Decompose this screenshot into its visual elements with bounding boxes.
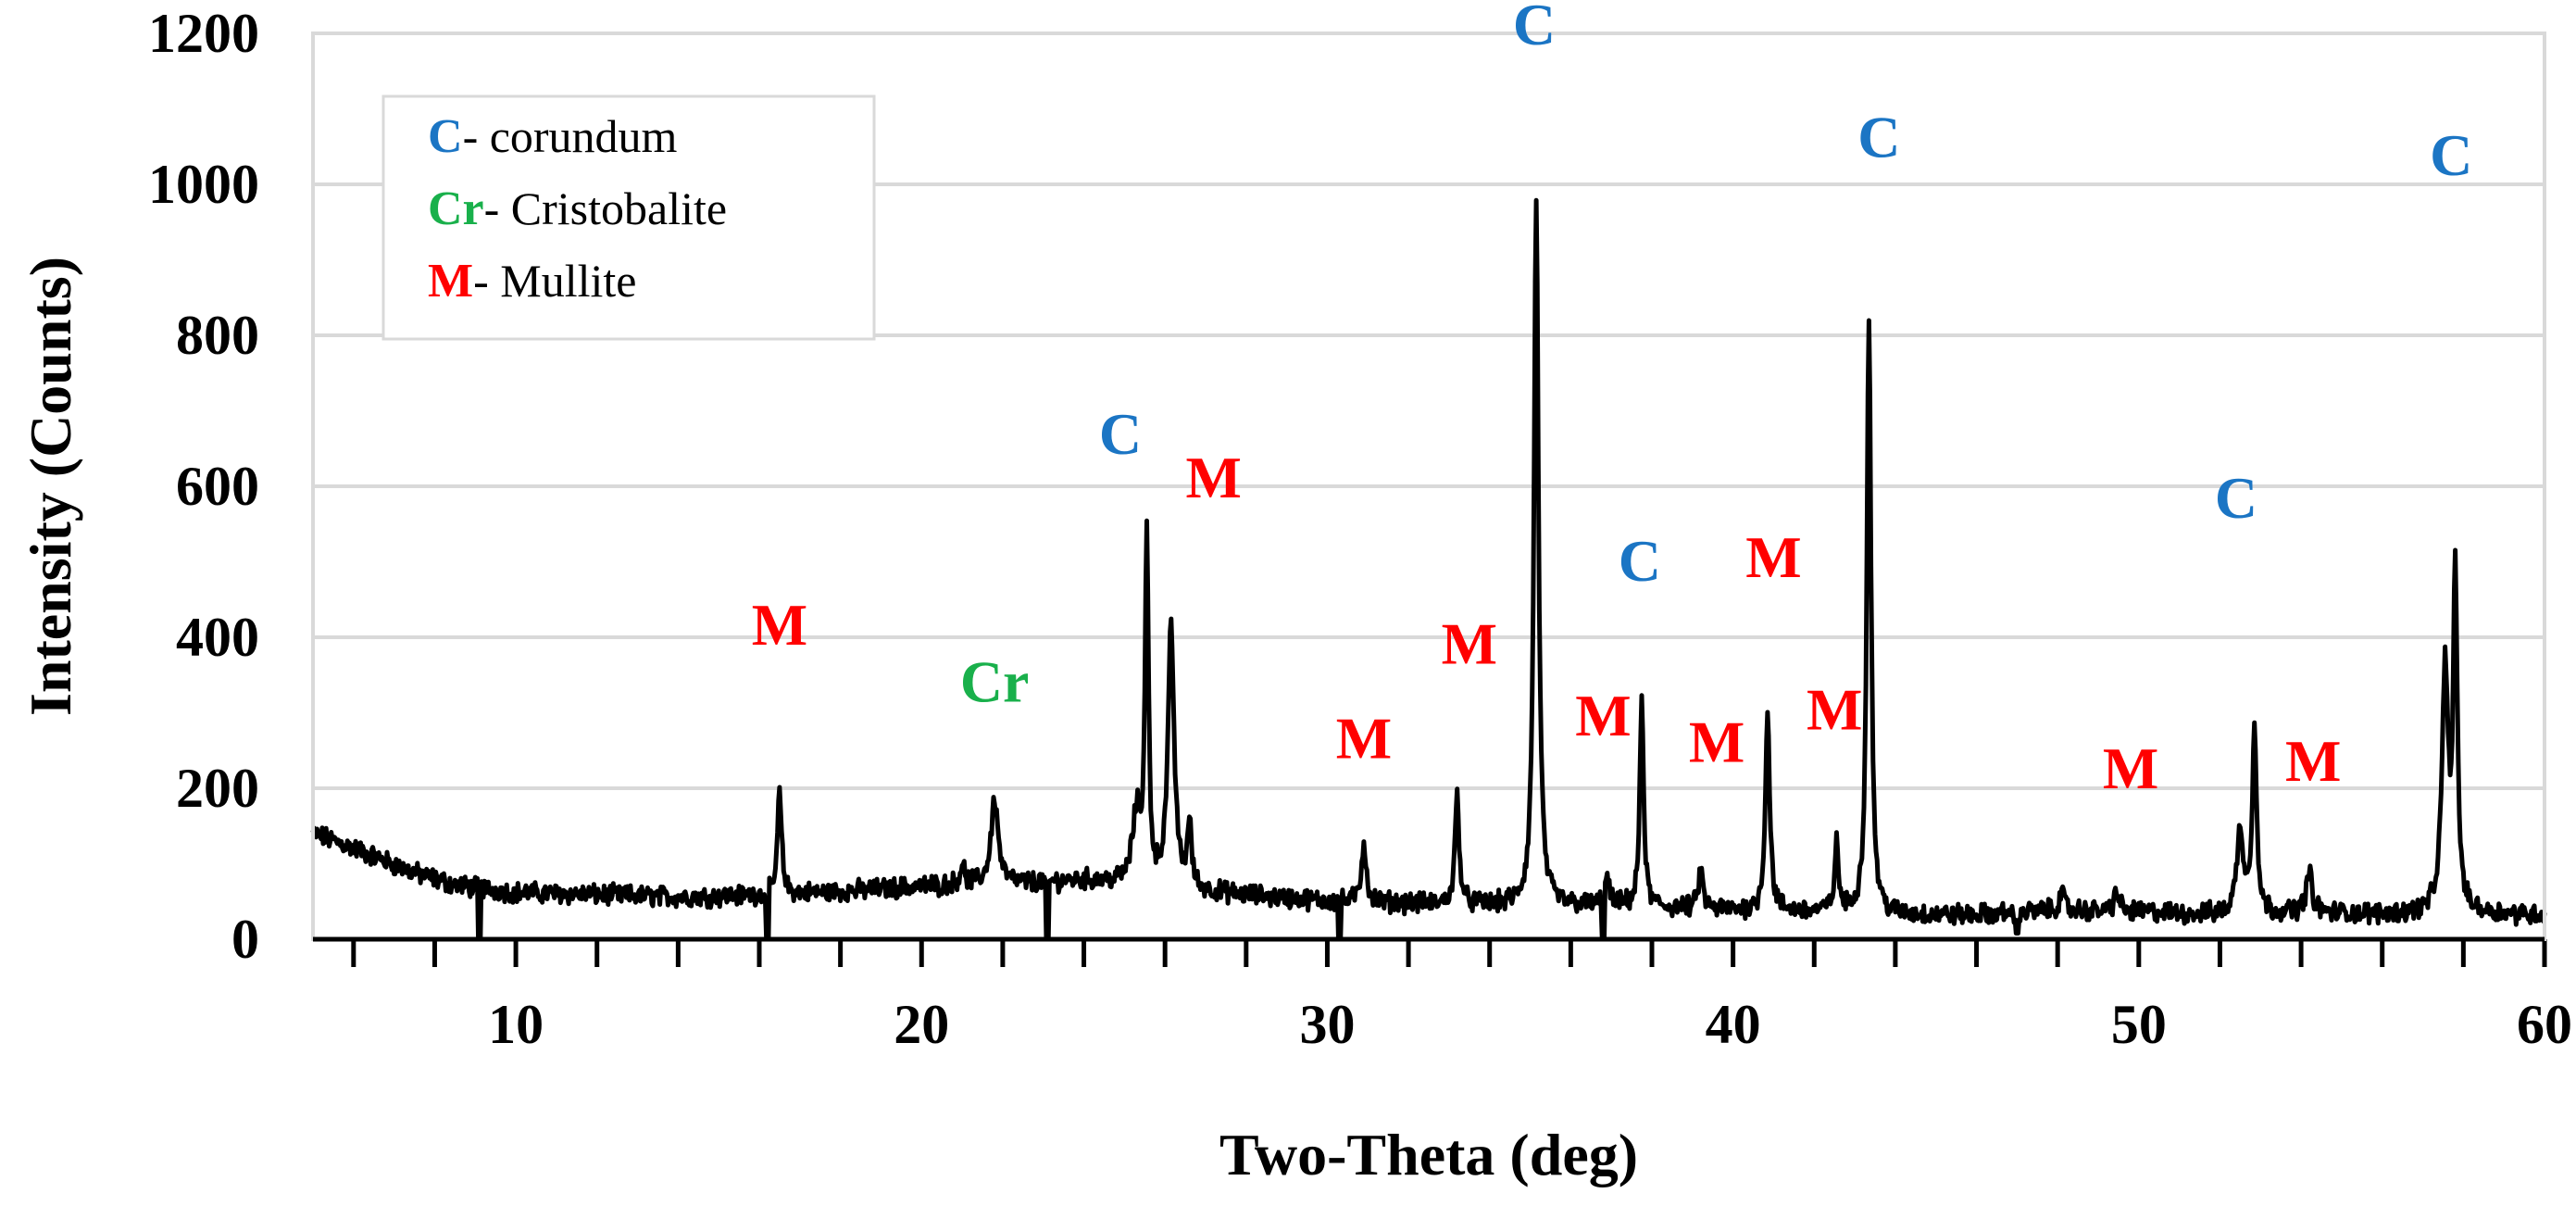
x-tick-label: 60: [2517, 994, 2572, 1055]
legend-entry: C- corundum: [428, 110, 678, 163]
peak-label-m: M: [1689, 709, 1744, 774]
legend-entry: M- Mullite: [428, 255, 636, 308]
peak-label-c: C: [2215, 465, 2257, 531]
peak-label-c: C: [1099, 401, 1142, 467]
peak-label-m: M: [1575, 683, 1631, 748]
y-tick-label: 1000: [148, 154, 259, 215]
plot-frame: [311, 31, 2546, 942]
peak-label-c: C: [1619, 528, 1661, 594]
x-tick-label: 10: [488, 994, 544, 1055]
peak-label-m: M: [1807, 676, 1862, 742]
legend-label: - Cristobalite: [484, 182, 727, 234]
peak-label-c: C: [1857, 105, 1900, 170]
peak-label-m: M: [1336, 705, 1392, 771]
x-tick-label: 20: [894, 994, 949, 1055]
peak-label-c: C: [1513, 0, 1556, 57]
legend-key: Cr: [428, 182, 484, 235]
legend-box: [381, 94, 876, 341]
x-tick-label: 50: [2111, 994, 2167, 1055]
y-tick-label: 400: [176, 607, 259, 668]
peak-label-m: M: [2103, 735, 2158, 801]
y-tick-label: 200: [176, 758, 259, 819]
peak-label-m: M: [752, 592, 807, 658]
x-axis-title: Two-Theta (deg): [1219, 1122, 1638, 1187]
peak-label-m: M: [1186, 445, 1242, 510]
x-tick-label: 30: [1299, 994, 1355, 1055]
y-tick-label: 0: [231, 909, 259, 970]
peak-label-m: M: [1442, 611, 1497, 677]
legend-entry: Cr- Cristobalite: [428, 182, 727, 235]
peak-label-m: M: [1745, 524, 1801, 590]
legend-key: C: [428, 110, 463, 163]
y-axis-title: Intensity (Counts): [18, 257, 83, 716]
x-axis-ticks: 10 20 30 40 50 60: [351, 939, 2572, 1055]
y-tick-label: 800: [176, 305, 259, 366]
peak-label-c: C: [2430, 122, 2472, 188]
xrd-trace: [310, 197, 2547, 942]
y-tick-label: 1200: [148, 3, 259, 64]
legend-label: - corundum: [463, 110, 678, 162]
y-axis-ticks: 0 200 400 600 800 1000 1200: [148, 3, 259, 970]
legend-key: M: [428, 255, 473, 308]
peak-label-m: M: [2285, 728, 2341, 794]
y-tick-label: 600: [176, 456, 259, 517]
x-tick-label: 40: [1706, 994, 1761, 1055]
legend-label: - Mullite: [473, 255, 636, 307]
peak-label-cr: Cr: [960, 648, 1030, 714]
